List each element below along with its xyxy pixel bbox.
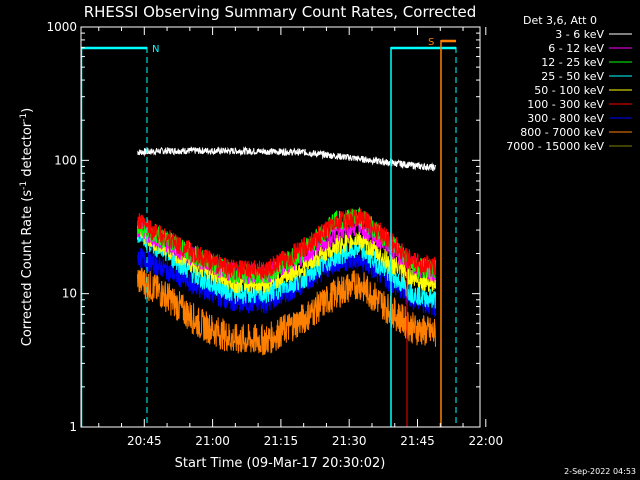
legend-label: 50 - 100 keV — [534, 84, 604, 97]
series-line-800-7000-kev — [137, 267, 436, 356]
marker-layer: NS — [80, 37, 457, 427]
legend-label: 3 - 6 keV — [555, 28, 604, 41]
y-axis: 1 10 100 1000 — [46, 20, 480, 434]
saa-label: S — [428, 37, 434, 48]
x-axis-title: Start Time (09-Mar-17 20:30:02) — [175, 456, 386, 471]
legend-label: 100 - 300 keV — [527, 98, 604, 111]
x-axis: 20:45 21:00 21:15 21:30 21:45 22:00 — [98, 27, 504, 448]
legend-label: 12 - 25 keV — [541, 56, 604, 69]
x-tick-label: 20:45 — [127, 434, 162, 448]
legend-label: 6 - 12 keV — [548, 42, 604, 55]
y-tick-label: 100 — [54, 153, 77, 167]
y-tick-label: 1 — [69, 420, 77, 434]
series-line-3-6-kev — [137, 145, 436, 172]
chart-title: RHESSI Observing Summary Count Rates, Co… — [84, 3, 477, 21]
legend-label: 800 - 7000 keV — [520, 126, 604, 139]
x-tick-label: 21:15 — [264, 434, 299, 448]
legend-label: 7000 - 15000 keV — [506, 140, 604, 153]
series-layer — [137, 145, 436, 356]
x-tick-label: 21:45 — [400, 434, 435, 448]
y-tick-label: 10 — [62, 287, 77, 301]
series-line-100-300-kev — [137, 208, 436, 281]
legend-label: 25 - 50 keV — [541, 70, 604, 83]
night-label: N — [152, 44, 159, 55]
x-tick-label: 21:00 — [195, 434, 230, 448]
timestamp: 2-Sep-2022 04:53 — [564, 467, 636, 476]
legend-header: Det 3,6, Att 0 — [523, 14, 597, 27]
x-tick-label: 22:00 — [469, 434, 504, 448]
x-tick-label: 21:30 — [332, 434, 367, 448]
legend-label: 300 - 800 keV — [527, 112, 604, 125]
y-tick-label: 1000 — [46, 20, 77, 34]
y-axis-title: Corrected Count Rate (s-1 detector-1) — [19, 108, 35, 346]
